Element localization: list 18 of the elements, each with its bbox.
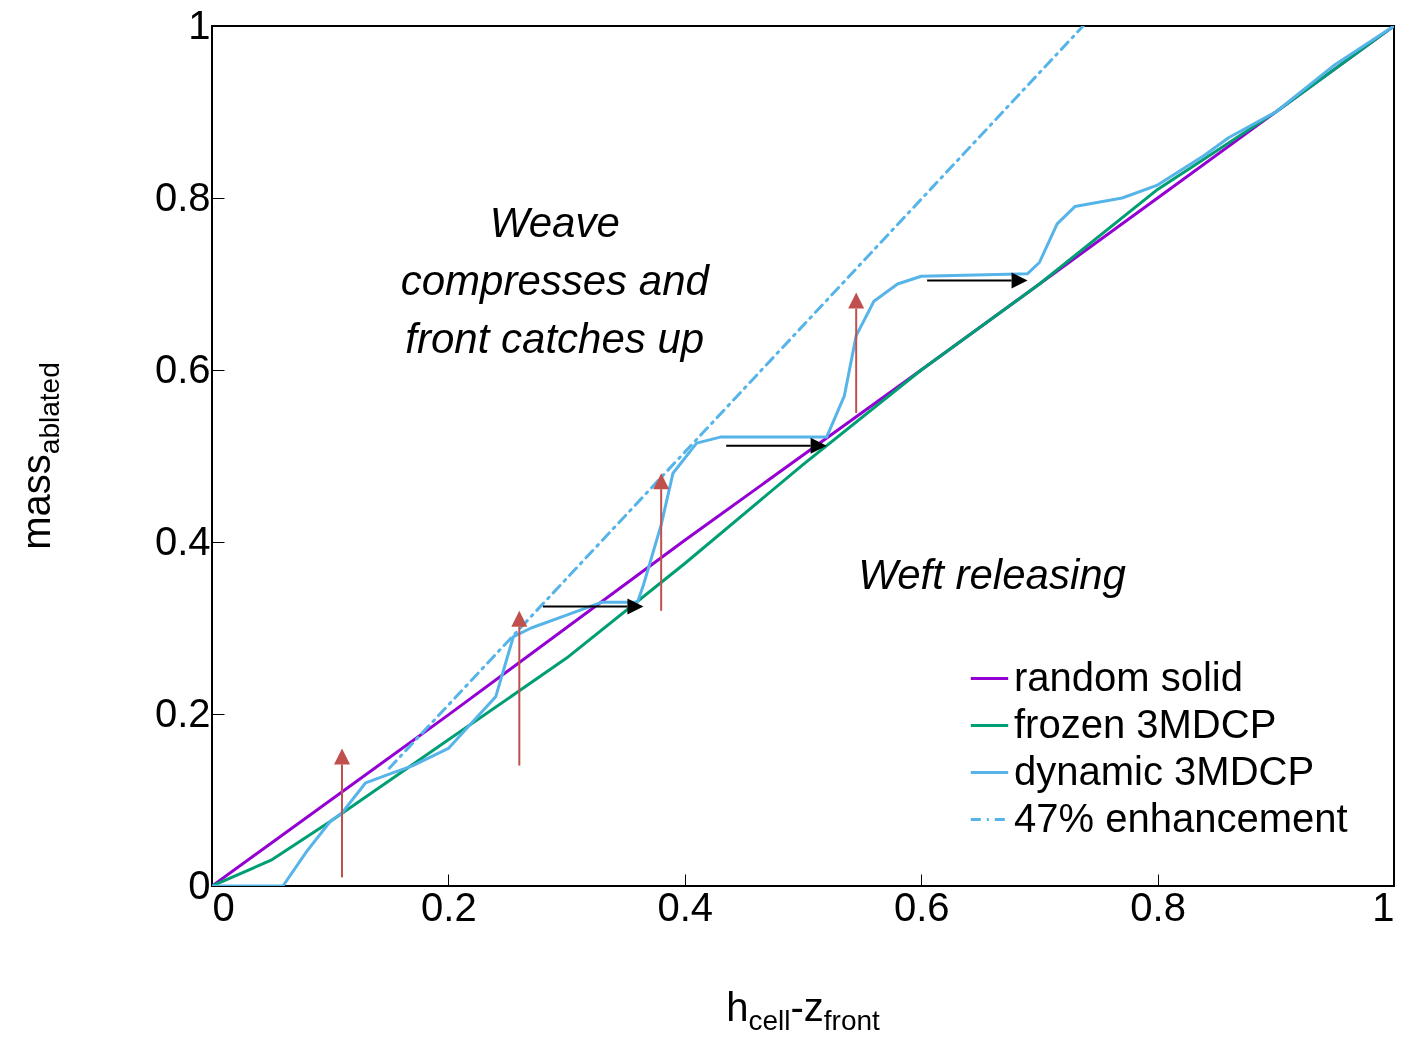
legend-label: random solid xyxy=(1014,654,1244,699)
x-tick-label: 0.4 xyxy=(657,884,714,929)
annotation: Weave compresses and front catches up xyxy=(400,198,711,362)
x-tick-label: 1 xyxy=(1372,884,1395,929)
annotation: Weft releasing xyxy=(858,551,1126,599)
x-tick-label: 0.2 xyxy=(421,884,477,929)
x-tick-label: 0.6 xyxy=(893,884,950,929)
x-axis-title: h$_{cell}$-z$_{front}$ xyxy=(725,985,881,1037)
legend-label: frozen 3MDCP xyxy=(1014,701,1277,746)
y-tick-label: 0.2 xyxy=(154,690,211,735)
y-tick-label: 0.4 xyxy=(154,518,211,563)
legend-label: 47% enhancement xyxy=(1014,795,1348,840)
y-tick-label: 1 xyxy=(188,2,211,47)
y-tick-label: 0.8 xyxy=(154,174,211,219)
line-series xyxy=(212,26,1394,886)
legend-label: dynamic 3MDCP xyxy=(1014,748,1315,793)
y-tick-label: 0.6 xyxy=(154,346,211,391)
x-tick-label: 0.8 xyxy=(1130,884,1186,929)
